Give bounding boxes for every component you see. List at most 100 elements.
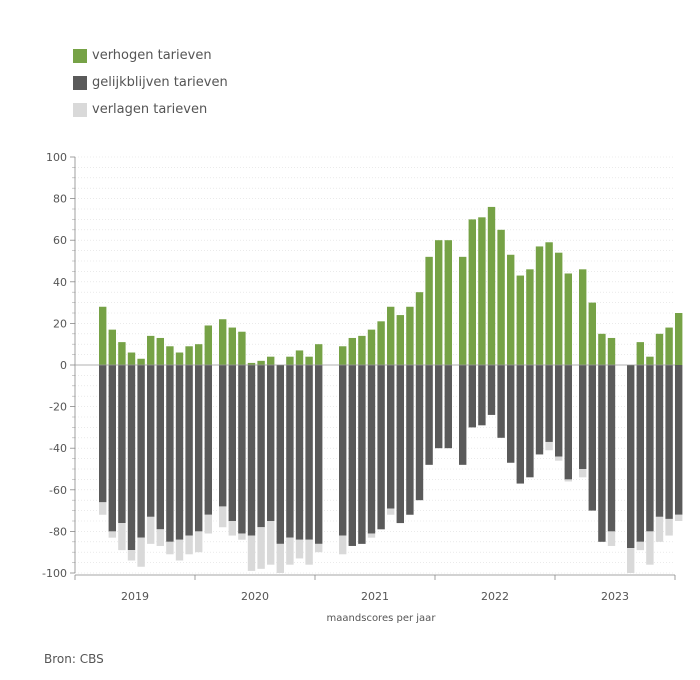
y-tick-label: 20 [53,317,67,330]
bar-gelijkblijven [276,365,284,544]
y-tick-label: 80 [53,193,67,206]
bar-gelijkblijven [675,365,683,515]
y-tick-label: -20 [49,401,67,414]
bar-verlagen [108,531,116,538]
bar-gelijkblijven [507,365,515,463]
y-tick-label: 100 [46,151,67,164]
bar-gelijkblijven [339,365,347,536]
bar-verlagen [295,539,304,559]
legend-item-gelijkblijven[interactable]: gelijkblijven tarieven [73,69,228,96]
bar-verhogen [675,313,683,365]
bar-gelijkblijven [219,365,227,507]
bar-gelijkblijven [387,365,395,509]
bar-verhogen [468,219,476,365]
bar-gelijkblijven [396,365,404,524]
legend-swatch-gelijkblijven [73,75,87,90]
bar-gelijkblijven [367,365,376,534]
bar-verlagen [387,508,395,515]
bar-verhogen [108,329,116,365]
bar-gelijkblijven [247,365,256,536]
bar-verlagen [305,539,313,565]
bar-gelijkblijven [348,365,356,546]
bar-gelijkblijven [415,365,424,501]
legend: verhogen tarieven gelijkblijven tarieven… [73,42,228,123]
bar-verlagen [137,537,145,567]
bar-verlagen [219,506,227,528]
x-tick-label: 2022 [481,590,509,603]
bar-verhogen [646,356,654,365]
bar-gelijkblijven [468,365,476,428]
x-tick-label: 2021 [361,590,389,603]
bar-verhogen [555,252,563,365]
bar-gelijkblijven [315,365,323,544]
bar-gelijkblijven [147,365,155,517]
bar-gelijkblijven [166,365,174,542]
bar-verhogen [238,331,246,365]
bar-gelijkblijven [175,365,184,540]
y-tick-label: 60 [53,234,67,247]
bar-verlagen [238,533,246,540]
bar-verhogen [487,206,496,365]
bar-gelijkblijven [665,365,673,519]
bar-verlagen [267,521,275,565]
bar-gelijkblijven [555,365,563,457]
bar-verhogen [406,306,414,365]
legend-item-verhogen[interactable]: verhogen tarieven [73,42,228,69]
bar-verhogen [185,346,193,365]
y-tick-label: -60 [49,484,67,497]
bar-gelijkblijven [636,365,644,542]
bar-verlagen [247,535,256,571]
bar-verlagen [545,441,553,451]
bar-gelijkblijven [377,365,385,530]
bar-verlagen [286,537,294,565]
bar-verhogen [516,275,524,365]
bar-verhogen [118,342,126,365]
legend-label: verlagen tarieven [92,102,208,117]
bar-gelijkblijven [535,365,544,455]
bar-verhogen [295,350,304,365]
bar-verlagen [636,541,644,551]
bar-gelijkblijven [185,365,193,536]
bar-gelijkblijven [257,365,265,528]
bar-verlagen [276,543,284,573]
bar-verlagen [118,523,126,551]
bar-verlagen [147,516,155,544]
bar-gelijkblijven [204,365,212,515]
bar-verlagen [655,516,664,542]
bar-gelijkblijven [516,365,524,484]
bar-verlagen [675,514,683,521]
bar-verhogen [598,333,606,365]
bar-verhogen [166,346,174,365]
bar-verlagen [99,502,107,515]
bar-verhogen [305,356,313,365]
bar-gelijkblijven [358,365,366,544]
bar-gelijkblijven [444,365,452,449]
bar-gelijkblijven [228,365,236,521]
y-tick-label: 0 [60,359,67,372]
y-tick-label: -100 [42,567,67,580]
bar-verlagen [228,521,236,536]
bar-gelijkblijven [108,365,116,532]
bar-verhogen [415,292,424,365]
bar-verhogen [497,229,505,365]
bar-gelijkblijven [238,365,246,534]
bar-verhogen [579,269,587,365]
legend-item-verlagen[interactable]: verlagen tarieven [73,96,228,123]
bar-gelijkblijven [627,365,635,549]
bar-verhogen [636,342,644,365]
bar-gelijkblijven [478,365,486,426]
bar-verlagen [204,514,212,534]
bar-gelijkblijven [526,365,534,478]
bar-verhogen [219,319,227,365]
bar-verlagen [646,531,654,565]
bar-gelijkblijven [646,365,654,532]
bar-verhogen [444,240,452,365]
bar-verhogen [425,256,433,365]
bar-gelijkblijven [579,365,587,469]
bar-gelijkblijven [195,365,203,532]
bar-gelijkblijven [588,365,596,511]
bar-gelijkblijven [487,365,496,415]
bar-verlagen [195,531,203,553]
source-note: Bron: CBS [44,652,104,666]
bar-verhogen [564,273,572,365]
